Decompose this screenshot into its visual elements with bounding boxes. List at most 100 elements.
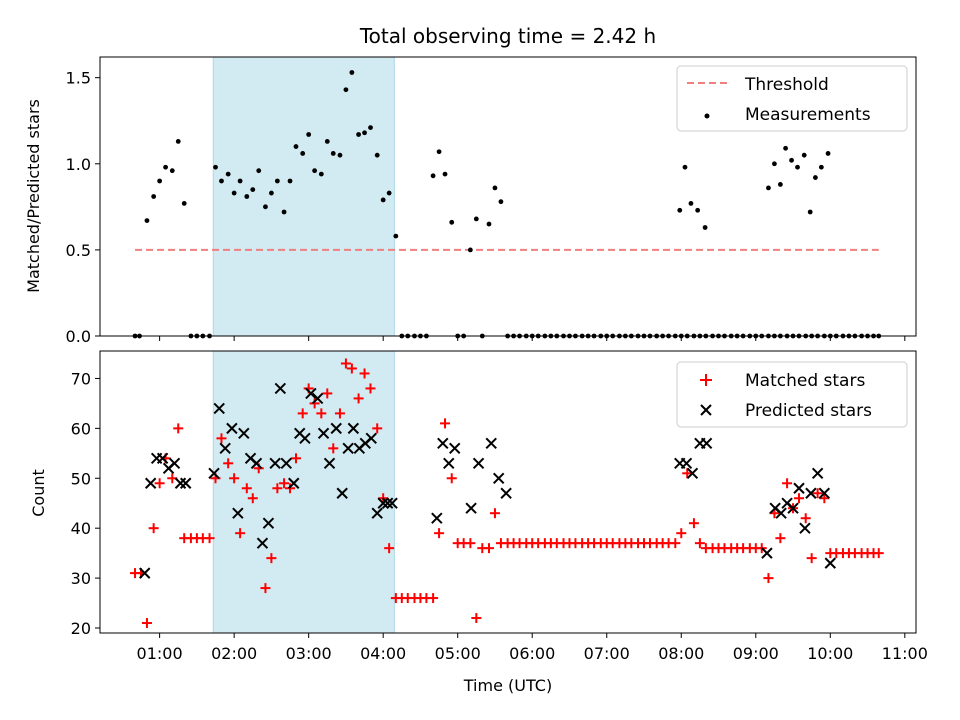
matched-star-point (682, 468, 693, 479)
measurement-point (766, 185, 771, 191)
matched-legend-swatch (700, 374, 712, 386)
count-panel: 20 30 40 50 60 70 01:00 02:00 03:00 04:00 05:00 06… (29, 350, 928, 695)
measurement-point (343, 87, 349, 93)
predicted-star-point (305, 387, 317, 400)
predicted-star-point (208, 467, 220, 479)
predicted-star-point (139, 567, 151, 579)
predicted-star-point (250, 457, 263, 470)
predicted-star-stroke (208, 467, 220, 479)
matched-star-point (428, 593, 439, 604)
matched-star-point (154, 478, 165, 489)
predicted-star-point (680, 457, 693, 470)
measurement-point (677, 207, 683, 213)
measurements-legend-label: Measurements (745, 105, 871, 125)
matched-star-point (279, 478, 290, 489)
ratio-panel: 0.0 0.5 1.0 1.5 Matched/Predicted stars Thr… (24, 56, 917, 346)
ratio-legend-box (676, 65, 908, 132)
predicted-star-stroke (317, 427, 330, 440)
measurement-point (393, 233, 399, 239)
matched-star-point (173, 423, 184, 434)
matched-star-point (272, 483, 283, 494)
predicted-star-stroke (262, 517, 275, 529)
matched-star-point (216, 433, 227, 444)
matched-star-point (694, 538, 705, 549)
predicted-star-stroke (686, 467, 699, 479)
predicted-legend-label: Predicted stars (745, 401, 872, 421)
measurement-point (818, 164, 824, 170)
matched-star-point (384, 543, 395, 554)
count-y-axis: 20 30 40 50 60 70 (71, 369, 100, 638)
predicted-star-point (365, 432, 377, 445)
predicted-star-point (700, 437, 713, 450)
measurement-point (702, 225, 708, 230)
predicted-star-point (793, 482, 805, 494)
predicted-star-stroke (793, 482, 805, 494)
predicted-star-stroke (269, 457, 281, 470)
matched-star-point (266, 553, 277, 564)
predicted-star-point (775, 507, 787, 519)
measurement-point (356, 132, 361, 137)
measurement-point (151, 194, 157, 199)
count-panel-frame (99, 350, 917, 634)
predicted-star-stroke (280, 457, 293, 470)
predicted-star-point (280, 457, 293, 470)
measurement-point (362, 130, 367, 136)
matched-star-point (819, 493, 830, 504)
predicted-star-point (787, 502, 799, 514)
measurement-point (772, 161, 777, 167)
predicted-star-stroke (492, 472, 505, 484)
measurement-point (268, 190, 274, 196)
predicted-star-point (431, 512, 443, 524)
predicted-star-point (269, 457, 281, 470)
predicted-star-point (449, 442, 461, 455)
predicted-star-stroke (386, 497, 398, 509)
predicted-star-point (824, 557, 837, 569)
measurement-point (337, 152, 343, 158)
x-tick-label: 04:00 (360, 644, 406, 663)
predicted-star-stroke (336, 487, 348, 499)
predicted-star-point (262, 517, 275, 529)
predicted-star-stroke (226, 422, 238, 435)
y-tick-label: 50 (71, 469, 91, 488)
measurement-point (349, 70, 355, 75)
measurement-point (306, 132, 312, 137)
x-axis-label: Time (UTC) (463, 676, 552, 695)
predicted-star-point (168, 457, 181, 470)
matched-star-point (446, 473, 457, 484)
predicted-star-stroke (449, 442, 461, 455)
predicted-star-stroke (299, 432, 311, 445)
predicted-star-stroke (274, 382, 287, 395)
matched-star-point (800, 513, 811, 524)
predicted-star-point (213, 402, 225, 415)
matched-star-point (670, 538, 681, 549)
x-tick-label: 03:00 (286, 644, 332, 663)
predicted-star-point (226, 422, 238, 435)
predicted-star-stroke (365, 432, 377, 445)
matched-star-point (148, 523, 159, 534)
predicted-star-point (232, 507, 244, 519)
measurement-point (812, 175, 818, 180)
y-tick-label: 30 (71, 569, 91, 588)
predicted-star-stroke (775, 507, 787, 519)
predicted-star-stroke (347, 422, 360, 435)
predicted-star-stroke (769, 502, 781, 514)
matched-star-point (235, 528, 246, 539)
predicted-star-stroke (156, 452, 169, 465)
measurement-point (250, 187, 256, 193)
predicted-star-stroke (323, 457, 336, 470)
measurement-point (324, 138, 330, 144)
matched-star-point (756, 543, 767, 554)
matched-star-point (782, 478, 793, 489)
matched-star-point (688, 518, 699, 529)
observing-window-shade (212, 56, 395, 337)
predicted-star-stroke (805, 487, 817, 499)
predicted-star-point (299, 432, 311, 445)
predicted-star-point (238, 427, 250, 440)
measurement-point (486, 221, 492, 227)
matched-star-point (290, 453, 301, 464)
predicted-star-stroke (219, 442, 231, 455)
measurement-point (219, 178, 224, 184)
measurement-point (300, 151, 306, 156)
chart-title: Total observing time = 2.42 h (359, 24, 656, 48)
predicted-star-point (377, 497, 389, 509)
